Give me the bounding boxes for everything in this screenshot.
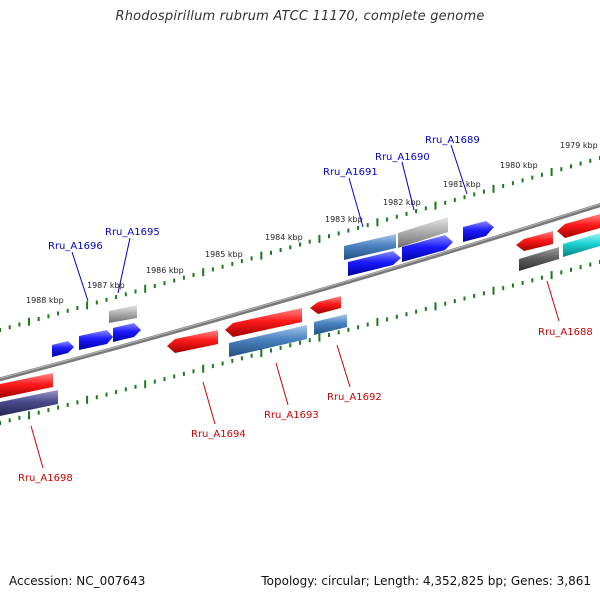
gene-arrow-forward[interactable]: [348, 251, 401, 276]
leader-line: [336, 344, 351, 388]
leader-line: [275, 362, 289, 406]
reverse-strand-genes[interactable]: [0, 214, 600, 416]
gene-arrow-reverse[interactable]: [519, 247, 559, 271]
gene-label[interactable]: Rru_A1698: [18, 473, 73, 484]
gene-label[interactable]: Rru_A1694: [191, 429, 246, 440]
genome-backbone: [0, 203, 600, 382]
gene-label[interactable]: Rru_A1693: [264, 410, 319, 421]
forward-gene-labels: Rru_A1689 Rru_A1690 Rru_A1691 Rru_A1695 …: [48, 135, 480, 252]
scale-label: 1982 kbp: [383, 198, 421, 207]
scale-label: 1988 kbp: [26, 296, 64, 305]
gene-arrow-reverse[interactable]: [229, 325, 307, 357]
gene-arrow-reverse[interactable]: [310, 296, 341, 314]
gene-arrow-reverse[interactable]: [0, 390, 58, 416]
gene-label[interactable]: Rru_A1692: [327, 392, 382, 403]
leader-line: [450, 144, 468, 195]
gene-label[interactable]: Rru_A1689: [425, 135, 480, 146]
outer-scale-track: [0, 156, 600, 332]
gene-label[interactable]: Rru_A1695: [105, 227, 160, 238]
gene-arrow-forward[interactable]: [463, 221, 494, 242]
inner-scale-track: [0, 260, 600, 425]
gene-arrow-reverse[interactable]: [516, 231, 553, 251]
gene-arrow-reverse[interactable]: [557, 214, 600, 238]
forward-strand-genes[interactable]: [52, 217, 494, 357]
gene-arrow-forward[interactable]: [79, 330, 113, 350]
scale-label: 1980 kbp: [500, 161, 538, 170]
leader-line: [401, 161, 415, 211]
scale-label: 1979 kbp: [560, 141, 598, 150]
reverse-gene-labels: Rru_A1688 Rru_A1692 Rru_A1693 Rru_A1694 …: [18, 327, 593, 484]
scale-label: 1985 kbp: [205, 250, 243, 259]
accession-text: Accession: NC_007643: [9, 574, 146, 588]
gene-arrow-forward[interactable]: [402, 235, 453, 262]
leader-line: [546, 280, 560, 322]
gene-arrow-reverse[interactable]: [225, 308, 302, 337]
gene-label[interactable]: Rru_A1688: [538, 327, 593, 338]
scale-label: 1981 kbp: [443, 180, 481, 189]
leader-line: [30, 425, 44, 469]
scale-label: 1984 kbp: [265, 233, 303, 242]
gene-arrow-forward[interactable]: [344, 234, 396, 260]
scale-labels: 1979 kbp 1980 kbp 1981 kbp 1982 kbp 1983…: [26, 141, 598, 305]
gene-arrow-forward[interactable]: [109, 305, 137, 323]
gene-arrow-forward[interactable]: [398, 217, 448, 248]
genome-backbone-highlight: [0, 203, 600, 379]
leader-line: [202, 381, 216, 425]
scale-label: 1986 kbp: [146, 266, 184, 275]
label-leaders: [30, 144, 560, 469]
leader-line: [348, 177, 364, 228]
gene-arrow-reverse[interactable]: [167, 330, 218, 353]
gene-label[interactable]: Rru_A1690: [375, 152, 430, 163]
gene-label[interactable]: Rru_A1696: [48, 241, 103, 252]
gene-label[interactable]: Rru_A1691: [323, 167, 378, 178]
gene-arrow-reverse[interactable]: [0, 373, 53, 398]
scale-label: 1983 kbp: [325, 215, 363, 224]
gene-arrow-reverse[interactable]: [314, 314, 347, 335]
gene-arrow-forward[interactable]: [113, 323, 141, 342]
gene-arrow-reverse[interactable]: [563, 233, 600, 257]
gene-arrow-forward[interactable]: [52, 341, 74, 357]
genome-summary: Topology: circular; Length: 4,352,825 bp…: [261, 574, 591, 588]
leader-line: [117, 237, 131, 294]
genome-title: Rhodospirillum rubrum ATCC 11170, comple…: [115, 9, 485, 24]
leader-line: [71, 251, 89, 302]
scale-label: 1987 kbp: [87, 281, 125, 290]
